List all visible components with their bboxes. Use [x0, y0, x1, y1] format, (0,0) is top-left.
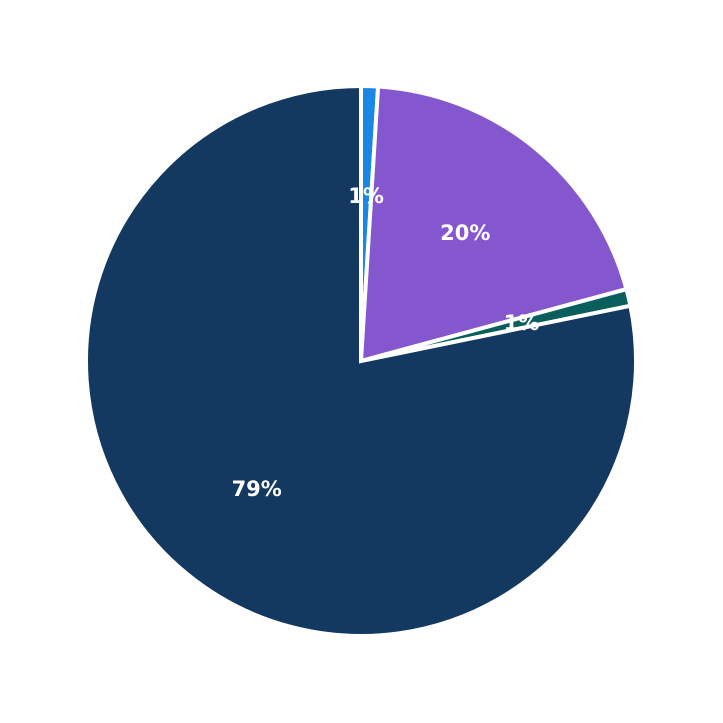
pie-slice-label-4: 79% — [232, 477, 282, 501]
pie-slices — [84, 83, 639, 638]
pie-slice-4 — [84, 83, 639, 638]
pie-slice-label-3: 1% — [504, 311, 540, 335]
pie-slice-label-2: 20% — [440, 221, 490, 245]
pie-labels: 1% 20% 1% 79% — [232, 184, 540, 501]
pie-slice-2 — [358, 84, 629, 364]
pie-slice-label-1: 1% — [348, 184, 384, 208]
